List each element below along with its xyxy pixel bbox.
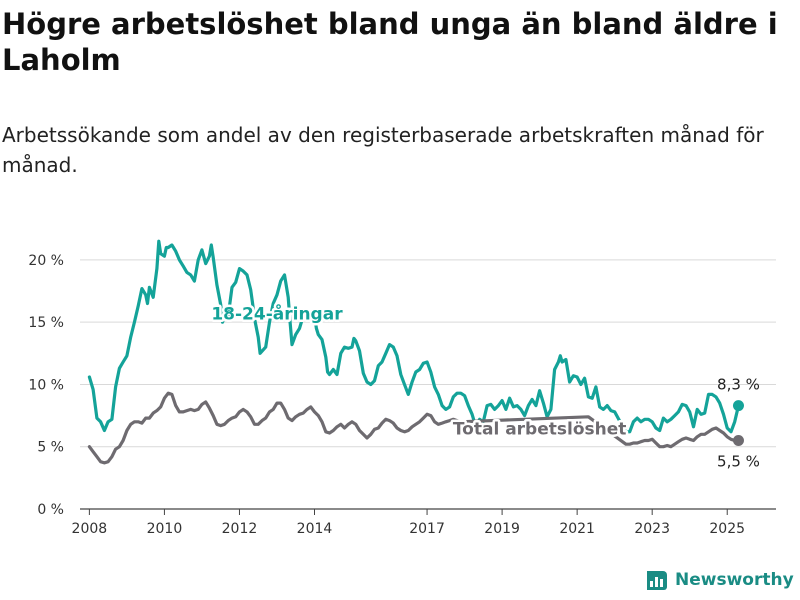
x-tick-label: 2019 bbox=[484, 521, 520, 537]
y-tick-label: 5 % bbox=[37, 440, 64, 456]
x-tick-label: 2014 bbox=[297, 521, 333, 537]
x-tick-label: 2021 bbox=[559, 521, 595, 537]
series-annotation: Total arbetslöshet bbox=[453, 419, 627, 439]
series-line-youth bbox=[87, 239, 741, 434]
series-end-label: 8,3 % bbox=[717, 376, 760, 394]
brand-logo[interactable]: Newsworthy bbox=[645, 568, 794, 592]
chart-logo-icon bbox=[647, 571, 667, 590]
brand-name: Newsworthy bbox=[675, 570, 794, 590]
y-tick-label: 20 % bbox=[28, 253, 64, 269]
y-tick-label: 15 % bbox=[28, 315, 64, 331]
series-annotation: 18-24-åringar bbox=[211, 303, 343, 325]
series-end-point bbox=[732, 400, 744, 412]
x-tick-label: 2008 bbox=[72, 521, 108, 537]
x-tick-label: 2023 bbox=[634, 521, 670, 537]
y-tick-label: 10 % bbox=[28, 377, 64, 393]
x-tick-label: 2025 bbox=[709, 521, 745, 537]
y-tick-label: 0 % bbox=[37, 502, 64, 518]
series-line-total bbox=[87, 391, 741, 465]
chart-subtitle: Arbetssökande som andel av den registerb… bbox=[2, 123, 764, 177]
x-tick-label: 2010 bbox=[147, 521, 183, 537]
x-tick-label: 2012 bbox=[222, 521, 258, 537]
series-end-label: 5,5 % bbox=[717, 453, 760, 471]
x-tick-label: 2017 bbox=[409, 521, 445, 537]
chart-title: Högre arbetslöshet bland unga än bland ä… bbox=[2, 7, 778, 77]
series-end-point bbox=[732, 435, 744, 446]
